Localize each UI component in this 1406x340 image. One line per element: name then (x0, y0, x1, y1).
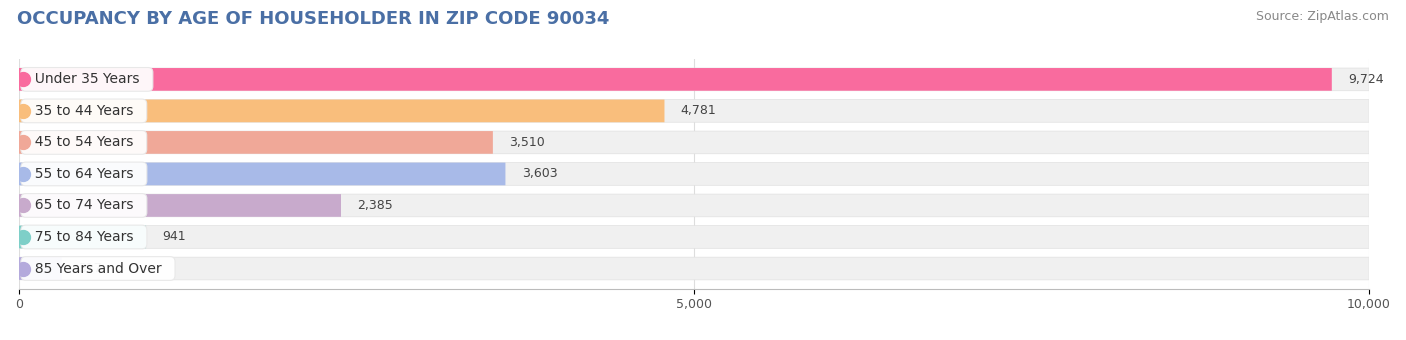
Text: 65 to 74 Years: 65 to 74 Years (25, 199, 142, 212)
Text: 85 Years and Over: 85 Years and Over (25, 261, 170, 275)
Text: 3,510: 3,510 (509, 136, 544, 149)
Text: OCCUPANCY BY AGE OF HOUSEHOLDER IN ZIP CODE 90034: OCCUPANCY BY AGE OF HOUSEHOLDER IN ZIP C… (17, 10, 609, 28)
Text: 35 to 44 Years: 35 to 44 Years (25, 104, 142, 118)
Text: 2,385: 2,385 (357, 199, 392, 212)
Text: Under 35 Years: Under 35 Years (25, 72, 148, 86)
Text: 3,603: 3,603 (522, 167, 557, 181)
Text: 55 to 64 Years: 55 to 64 Years (25, 167, 142, 181)
Text: 941: 941 (162, 231, 186, 243)
Text: 317: 317 (77, 262, 101, 275)
FancyBboxPatch shape (20, 131, 1369, 154)
Text: Source: ZipAtlas.com: Source: ZipAtlas.com (1256, 10, 1389, 23)
FancyBboxPatch shape (20, 163, 505, 185)
FancyBboxPatch shape (20, 194, 342, 217)
Text: 9,724: 9,724 (1348, 73, 1384, 86)
FancyBboxPatch shape (20, 68, 1331, 91)
FancyBboxPatch shape (20, 68, 1369, 91)
FancyBboxPatch shape (20, 194, 1369, 217)
FancyBboxPatch shape (20, 257, 1369, 280)
FancyBboxPatch shape (20, 226, 146, 248)
FancyBboxPatch shape (20, 257, 62, 280)
Text: 75 to 84 Years: 75 to 84 Years (25, 230, 142, 244)
FancyBboxPatch shape (20, 131, 494, 154)
Text: 45 to 54 Years: 45 to 54 Years (25, 135, 142, 149)
FancyBboxPatch shape (20, 100, 1369, 122)
FancyBboxPatch shape (20, 100, 665, 122)
FancyBboxPatch shape (20, 226, 1369, 248)
Text: 4,781: 4,781 (681, 104, 717, 117)
FancyBboxPatch shape (20, 163, 1369, 185)
